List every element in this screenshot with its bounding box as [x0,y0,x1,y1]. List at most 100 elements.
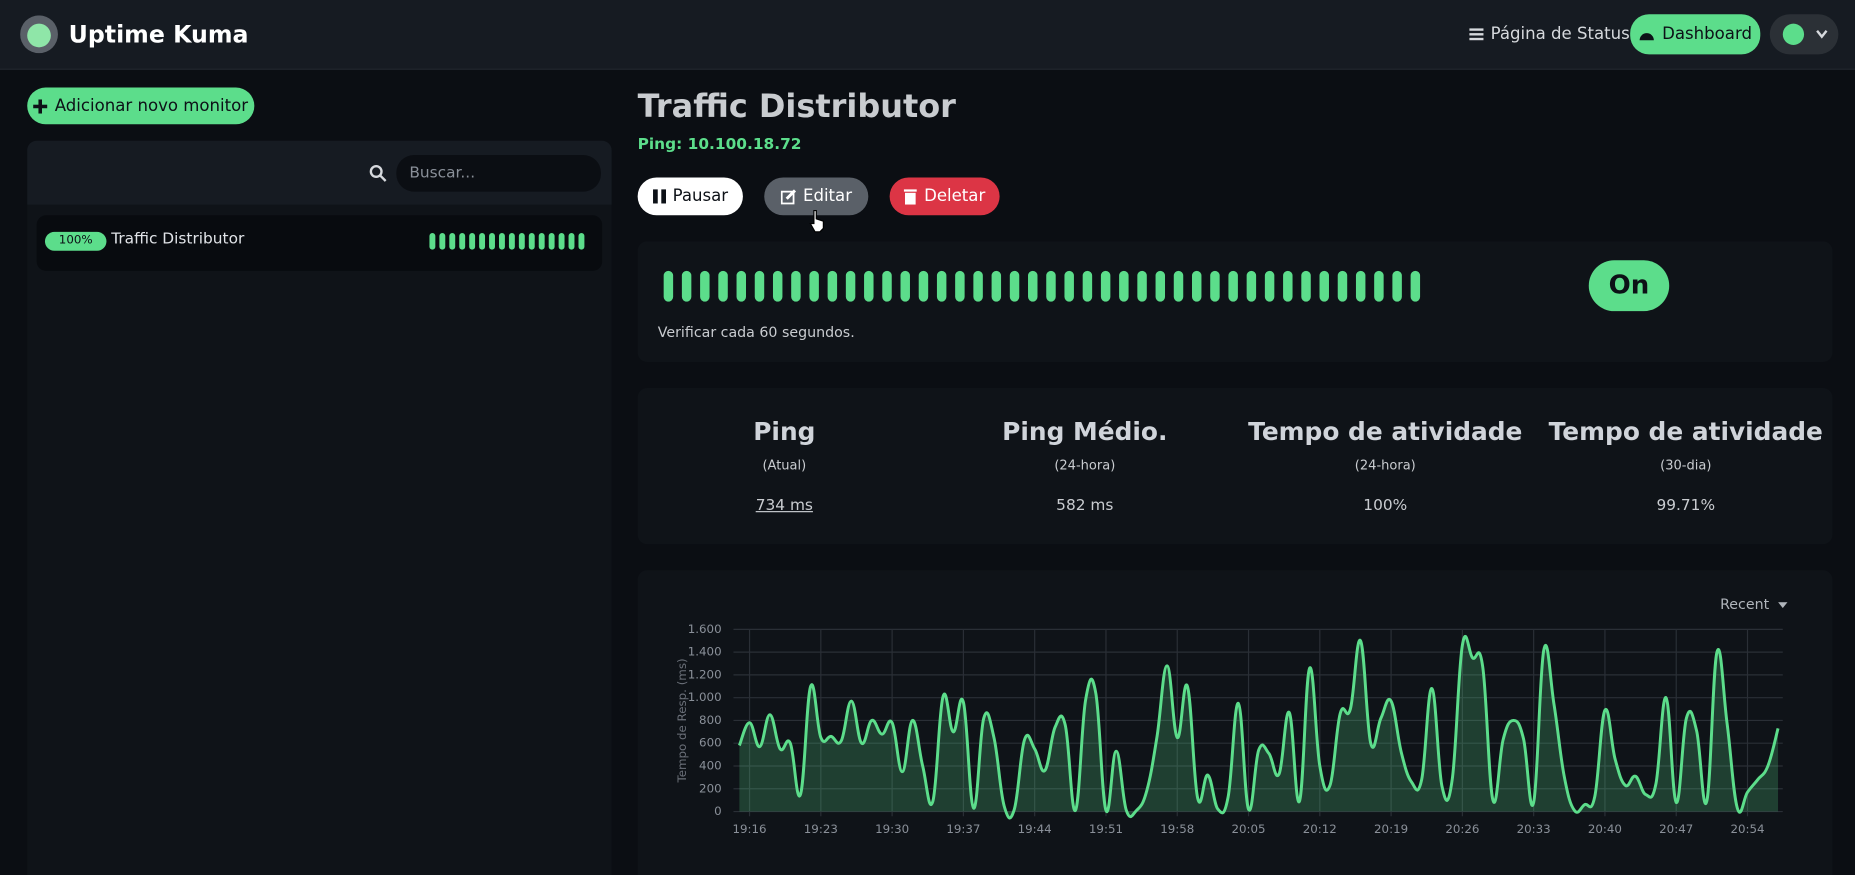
heartbeat [1119,270,1129,302]
header [0,0,1855,70]
y-tick-label: 1.400 [688,645,722,659]
heartbeat [568,233,575,250]
status-page-text: Página de Status [1490,24,1630,44]
heartbeat [459,233,466,250]
heartbeat [809,270,819,302]
x-tick-label: 20:26 [1445,822,1479,836]
heartbeat [439,233,446,250]
check-interval: Verificar cada 60 segundos. [657,324,855,341]
heartbeat [479,233,486,250]
caret [1778,601,1789,608]
heartbeat [449,233,456,250]
x-tick-label: 19:16 [733,822,767,836]
status-page-link[interactable]: Página de Status [1469,24,1630,44]
add-monitor-text: Adicionar novo monitor [54,96,249,116]
stat: Ping Médio. (24-hora) 582 ms [943,418,1227,515]
add-monitor-button[interactable]: Adicionar novo monitor [27,87,255,125]
heartbeat [1301,270,1311,302]
monitor-item[interactable] [36,215,603,271]
heartbeat [1319,270,1329,302]
edit-icon [780,188,796,204]
heartbeat [882,270,892,302]
heartbeat [548,233,555,250]
heartbeat [936,270,947,302]
heartbeat [973,270,983,302]
dashboard-button[interactable]: Dashboard [1630,14,1761,55]
x-tick-label: 19:51 [1089,822,1123,836]
gauge-icon [1639,33,1654,41]
stat: Tempo de atividade (30-dia) 99.71% [1544,418,1828,515]
x-tick-label: 19:44 [1018,822,1052,836]
pause-text: Pausar [672,186,729,206]
heartbeat [528,233,535,250]
y-tick-label: 1.200 [688,667,722,681]
heartbeat [1355,270,1366,302]
x-tick-label: 20:05 [1231,822,1265,836]
heartbeat [1009,270,1020,302]
stat-value[interactable]: 734 ms [755,496,813,515]
edit-text: Editar [802,186,853,206]
heartbeat [1137,270,1147,302]
stat-period: (24-hora) [1054,457,1116,474]
heartbeat [1155,270,1166,302]
heartbeat [791,270,801,302]
search-input[interactable]: Buscar... [396,154,601,192]
period-text: Recent [1720,596,1770,613]
x-tick-label: 20:12 [1303,822,1337,836]
stat: Tempo de atividade (24-hora) 100% [1243,418,1527,515]
dashboard-text: Dashboard [1662,24,1753,44]
heartbeat [429,233,436,250]
delete-text: Deletar [924,186,986,206]
heartbeat-bar [663,270,1421,302]
plus-icon [33,98,48,113]
heartbeat [508,233,515,250]
pause-button[interactable]: Pausar [637,177,743,216]
heartbeat [1337,270,1348,302]
heartbeat [1392,270,1402,302]
heartbeat [991,270,1002,302]
heartbeat [700,270,710,302]
heartbeat [918,270,929,302]
uptime-badge: 100% [44,231,107,251]
x-tick-label: 20:54 [1730,822,1764,836]
heartbeat [578,233,585,250]
heartbeat [681,270,692,302]
heartbeat [663,270,674,302]
edit-button[interactable]: Editar [764,177,869,216]
heartbeat [955,270,965,302]
profile-icons [1782,23,1828,45]
heartbeat [900,270,910,302]
profile-menu[interactable] [1769,14,1839,55]
stat-title: Tempo de atividade [1248,417,1523,446]
stat-title: Tempo de atividade [1548,417,1823,446]
heartbeat [1283,270,1293,302]
stat-value: 100% [1363,496,1408,515]
heartbeat [845,270,856,302]
heartbeat-bar [429,233,585,250]
stat-period: (24-hora) [1354,457,1416,474]
y-tick-label: 1.000 [688,690,722,704]
delete-button[interactable]: Deletar [889,177,1000,216]
heartbeat [1191,270,1202,302]
line [737,634,1780,820]
y-tick-label: 800 [699,713,722,727]
monitor-name[interactable]: Traffic Distributor [111,230,245,249]
brand[interactable]: Uptime Kuma [68,20,249,49]
heartbeat [736,270,746,302]
heartbeat [469,233,476,250]
heartbeat [1046,270,1056,302]
stat-value: 99.71% [1656,496,1716,515]
x-tick-label: 19:30 [875,822,909,836]
heartbeat [518,233,525,250]
line-area [739,636,1779,818]
heartbeat [489,233,495,250]
period-select[interactable]: Recent [1720,596,1789,613]
pause-icon [652,189,666,204]
stat-title: Ping Médio. [1002,417,1168,446]
x-tick-label: 19:37 [946,822,980,836]
heartbeat [1374,270,1384,302]
heartbeat [864,270,874,302]
y-tick-label: 200 [699,781,722,795]
